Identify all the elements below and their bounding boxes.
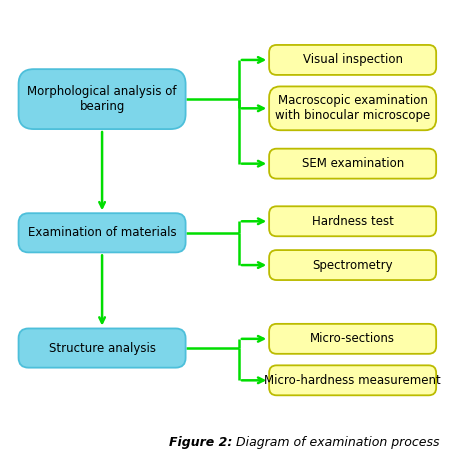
- FancyBboxPatch shape: [269, 365, 435, 396]
- Text: Micro-hardness measurement: Micro-hardness measurement: [264, 374, 440, 387]
- FancyBboxPatch shape: [269, 87, 435, 130]
- FancyBboxPatch shape: [269, 324, 435, 354]
- Text: Micro-sections: Micro-sections: [309, 332, 394, 345]
- FancyBboxPatch shape: [19, 69, 185, 129]
- FancyBboxPatch shape: [19, 329, 185, 368]
- FancyBboxPatch shape: [269, 207, 435, 236]
- Text: Structure analysis: Structure analysis: [49, 342, 155, 355]
- FancyBboxPatch shape: [269, 148, 435, 178]
- FancyBboxPatch shape: [269, 45, 435, 75]
- Text: Macroscopic examination
with binocular microscope: Macroscopic examination with binocular m…: [275, 95, 429, 122]
- Text: SEM examination: SEM examination: [301, 157, 403, 170]
- Text: Spectrometry: Spectrometry: [312, 259, 392, 272]
- Text: Diagram of examination process: Diagram of examination process: [232, 437, 438, 449]
- Text: Hardness test: Hardness test: [311, 215, 393, 228]
- Text: Visual inspection: Visual inspection: [302, 53, 402, 66]
- FancyBboxPatch shape: [269, 250, 435, 280]
- FancyBboxPatch shape: [19, 213, 185, 253]
- Text: Examination of materials: Examination of materials: [28, 226, 176, 239]
- Text: Figure 2:: Figure 2:: [168, 437, 232, 449]
- Text: Morphological analysis of
bearing: Morphological analysis of bearing: [27, 85, 176, 113]
